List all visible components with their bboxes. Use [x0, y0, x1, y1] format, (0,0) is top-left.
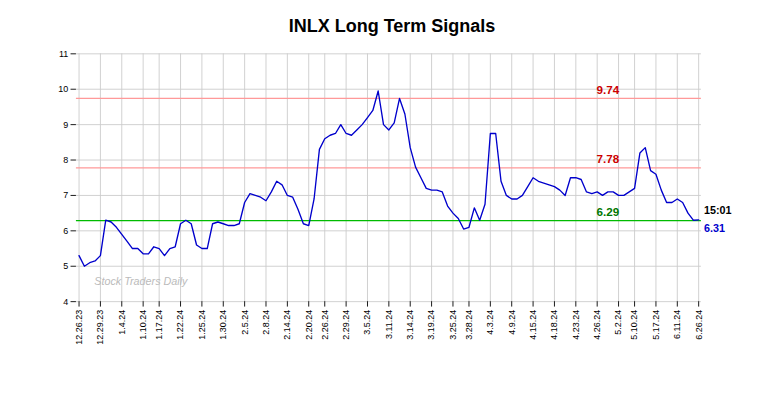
- svg-text:1.22.24: 1.22.24: [175, 310, 185, 340]
- svg-text:5.2.24: 5.2.24: [613, 310, 623, 335]
- svg-text:12.29.23: 12.29.23: [95, 310, 105, 345]
- html-text:INLX Long Term Signals: INLX Long Term Signals: [288, 16, 496, 36]
- svg-text:1.4.24: 1.4.24: [117, 310, 127, 335]
- svg-text:9.74: 9.74: [597, 83, 620, 96]
- svg-text:Stock Traders Daily: Stock Traders Daily: [94, 275, 188, 287]
- svg-text:3.5.24: 3.5.24: [362, 310, 372, 335]
- svg-text:5: 5: [63, 261, 68, 271]
- svg-text:6: 6: [63, 226, 68, 236]
- svg-text:4: 4: [63, 297, 68, 307]
- svg-text:6.31: 6.31: [704, 222, 725, 234]
- svg-text:11: 11: [59, 49, 68, 59]
- svg-text:2.20.24: 2.20.24: [304, 310, 314, 340]
- svg-text:3.11.24: 3.11.24: [384, 310, 394, 339]
- svg-text:3.19.24: 3.19.24: [426, 310, 436, 340]
- svg-text:5.17.24: 5.17.24: [651, 310, 661, 340]
- svg-text:12.26.23: 12.26.23: [74, 310, 84, 345]
- svg-text:3.28.24: 3.28.24: [464, 310, 474, 340]
- svg-text:3.25.24: 3.25.24: [448, 310, 458, 340]
- svg-text:7: 7: [63, 190, 68, 200]
- svg-text:4.23.24: 4.23.24: [571, 310, 581, 340]
- svg-text:1.30.24: 1.30.24: [218, 310, 228, 340]
- svg-text:8: 8: [63, 155, 68, 165]
- svg-text:2.26.24: 2.26.24: [320, 310, 330, 340]
- svg-text:7.78: 7.78: [597, 152, 620, 165]
- svg-text:2.5.24: 2.5.24: [240, 310, 250, 335]
- svg-text:4.9.24: 4.9.24: [507, 310, 517, 335]
- svg-text:1.17.24: 1.17.24: [154, 310, 164, 340]
- svg-text:2.8.24: 2.8.24: [261, 310, 271, 335]
- svg-text:6.29: 6.29: [597, 205, 620, 218]
- svg-text:2.29.24: 2.29.24: [341, 310, 351, 340]
- svg-text:2.14.24: 2.14.24: [282, 310, 292, 340]
- svg-text:15:01: 15:01: [704, 204, 732, 216]
- svg-text:4.18.24: 4.18.24: [549, 310, 559, 340]
- svg-text:4.15.24: 4.15.24: [528, 310, 538, 340]
- svg-text:3.14.24: 3.14.24: [405, 310, 415, 340]
- svg-text:9: 9: [63, 119, 68, 129]
- svg-text:1.25.24: 1.25.24: [197, 310, 207, 340]
- svg-text:6.26.24: 6.26.24: [694, 310, 704, 340]
- svg-text:1.10.24: 1.10.24: [138, 310, 148, 340]
- svg-text:6.11.24: 6.11.24: [672, 310, 682, 339]
- svg-text:4.3.24: 4.3.24: [485, 310, 495, 335]
- svg-text:4.26.24: 4.26.24: [592, 310, 602, 340]
- svg-text:10: 10: [58, 84, 68, 94]
- svg-text:5.10.24: 5.10.24: [629, 310, 639, 340]
